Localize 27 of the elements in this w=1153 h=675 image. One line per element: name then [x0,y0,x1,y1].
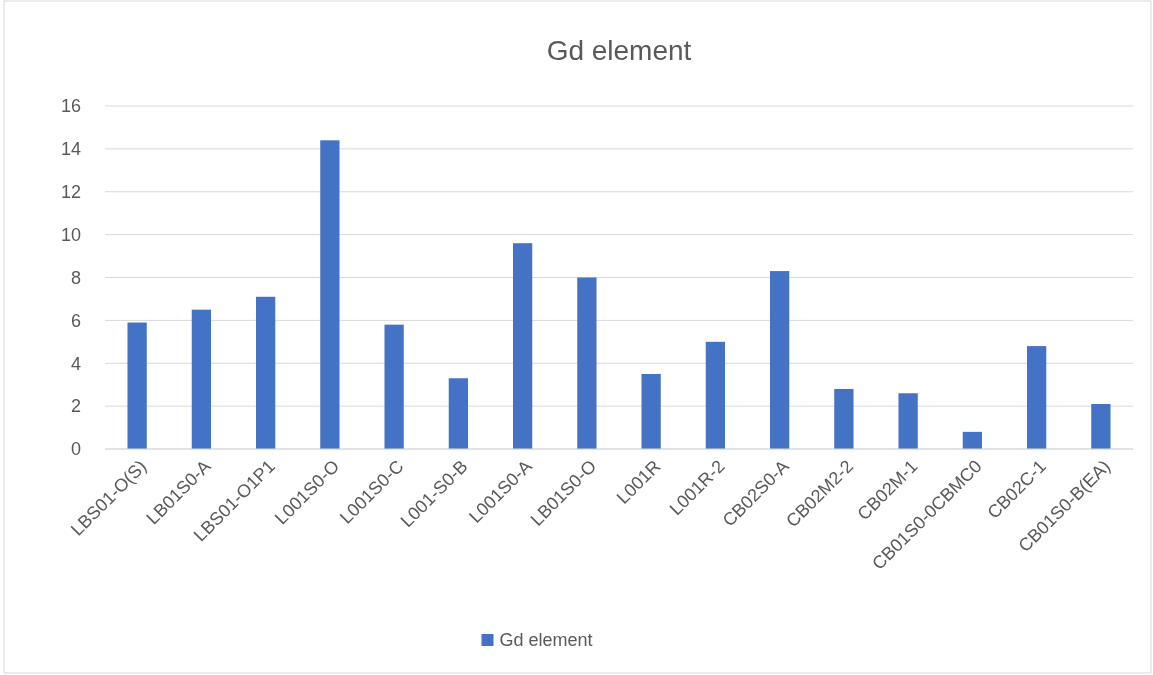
bar [1026,346,1047,449]
bar [834,388,854,449]
y-tick-label: 4 [70,353,81,374]
bar [191,309,212,449]
y-tick-label: 16 [60,96,81,117]
bar [769,271,790,449]
y-tick-label: 14 [60,139,81,160]
y-tick-label: 12 [60,182,81,203]
y-tick-label: 10 [60,224,81,245]
bar [320,140,340,449]
y-tick-label: 2 [70,396,81,417]
bar [577,277,597,449]
y-tick-label: 8 [70,267,81,288]
bar [705,341,726,449]
legend-label: Gd element [499,630,593,651]
bar [448,378,469,449]
bar [962,431,983,449]
bar [127,322,147,449]
bar [898,393,918,449]
bar [641,373,661,449]
bar [512,243,533,449]
bar [255,296,276,449]
y-tick-label: 6 [70,310,81,331]
bar [1091,403,1111,449]
bar [384,324,404,449]
y-tick-label: 0 [70,439,81,460]
chart-title: Gd element [546,35,692,66]
